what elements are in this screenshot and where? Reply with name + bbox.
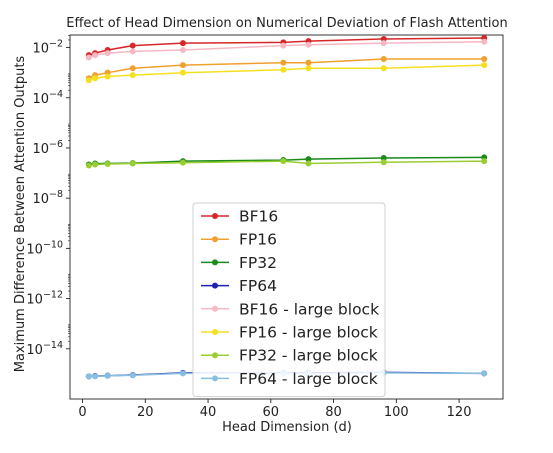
legend-label: BF16: [239, 208, 278, 226]
series-bf16: [85, 35, 488, 59]
legend-marker: [212, 213, 218, 219]
legend-marker: [212, 375, 218, 382]
data-point: [380, 159, 387, 166]
data-point: [104, 73, 111, 80]
x-tick-label: 40: [200, 405, 217, 420]
series-line: [88, 58, 485, 79]
data-point: [92, 75, 99, 82]
data-point: [179, 40, 186, 47]
x-tick-label: 100: [384, 405, 409, 420]
x-tick-label: 60: [263, 405, 280, 420]
data-point: [481, 62, 488, 69]
plot-area: 0 20 40 60 80 100 120 10−2 10−4 10−6 10−8 10−10 10−1…: [26, 34, 504, 420]
data-point: [129, 42, 136, 49]
chart-title: Effect of Head Dimension on Numerical De…: [66, 16, 508, 31]
data-point: [179, 69, 186, 76]
series-fp32-large-block: [85, 158, 488, 169]
x-tick-label: 80: [325, 405, 342, 420]
data-point: [104, 50, 111, 57]
data-point: [481, 55, 488, 62]
data-point: [380, 35, 387, 42]
x-tick-label: 20: [137, 405, 154, 420]
data-point: [380, 154, 387, 161]
data-point: [92, 373, 99, 380]
legend-marker: [212, 259, 218, 266]
data-point: [280, 66, 287, 73]
data-point: [179, 159, 186, 166]
plot-frame: [69, 34, 504, 400]
data-point: [380, 65, 387, 72]
data-point: [305, 156, 312, 163]
legend-label: FP64 - large block: [239, 370, 378, 388]
data-point: [280, 158, 287, 165]
legend-marker: [212, 282, 218, 289]
legend: [192, 202, 386, 398]
legend-label: FP16 - large block: [239, 324, 378, 342]
data-point: [129, 72, 136, 79]
legend-label: FP32 - large block: [239, 347, 378, 365]
data-point: [129, 48, 136, 55]
legend-marker: [212, 329, 218, 335]
y-tick-label: 10−10: [26, 239, 63, 257]
data-point: [92, 161, 99, 168]
data-point: [179, 370, 186, 377]
x-tick-label: 0: [78, 405, 86, 420]
data-point: [85, 373, 92, 380]
data-point: [129, 160, 136, 167]
data-point: [305, 65, 312, 72]
legend-marker: [212, 236, 218, 243]
x-axis-label: Head Dimension (d): [222, 420, 352, 435]
data-point: [481, 370, 488, 377]
y-tick-label: 10−2: [32, 39, 63, 57]
legend-marker: [212, 352, 218, 359]
data-point: [280, 59, 287, 66]
legend-marker: [212, 305, 218, 312]
legend-label: FP32: [239, 254, 277, 272]
data-point: [104, 372, 111, 379]
y-axis-label: Maximum Difference Between Attention Out…: [13, 56, 28, 373]
data-point: [305, 160, 312, 167]
y-tick-label: 10−4: [32, 89, 63, 107]
legend-label: FP16: [239, 231, 277, 249]
data-point: [85, 162, 92, 169]
data-point: [481, 158, 488, 165]
data-point: [85, 54, 92, 61]
series-fp16: [85, 55, 488, 82]
data-point: [92, 52, 99, 59]
y-tick-label: 10−6: [32, 139, 63, 157]
y-tick-label: 10−12: [26, 290, 63, 308]
series-line: [88, 37, 485, 56]
data-point: [481, 38, 488, 45]
data-point: [179, 62, 186, 69]
legend-label: BF16 - large block: [239, 300, 379, 318]
x-tick-label: 120: [447, 405, 472, 420]
data-point: [305, 41, 312, 48]
data-point: [179, 46, 186, 53]
series-fp16-large-block: [85, 62, 488, 84]
data-point: [305, 59, 312, 66]
data-point: [104, 160, 111, 167]
series-bf16-large-block: [85, 38, 488, 61]
y-tick-label: 10−8: [32, 189, 63, 207]
data-point: [280, 42, 287, 49]
data-point: [129, 65, 136, 72]
data-point: [129, 372, 136, 379]
legend-label: FP64: [239, 277, 277, 295]
data-point: [85, 77, 92, 84]
data-point: [380, 55, 387, 62]
y-tick-label: 10−14: [26, 340, 63, 358]
data-point: [380, 40, 387, 47]
